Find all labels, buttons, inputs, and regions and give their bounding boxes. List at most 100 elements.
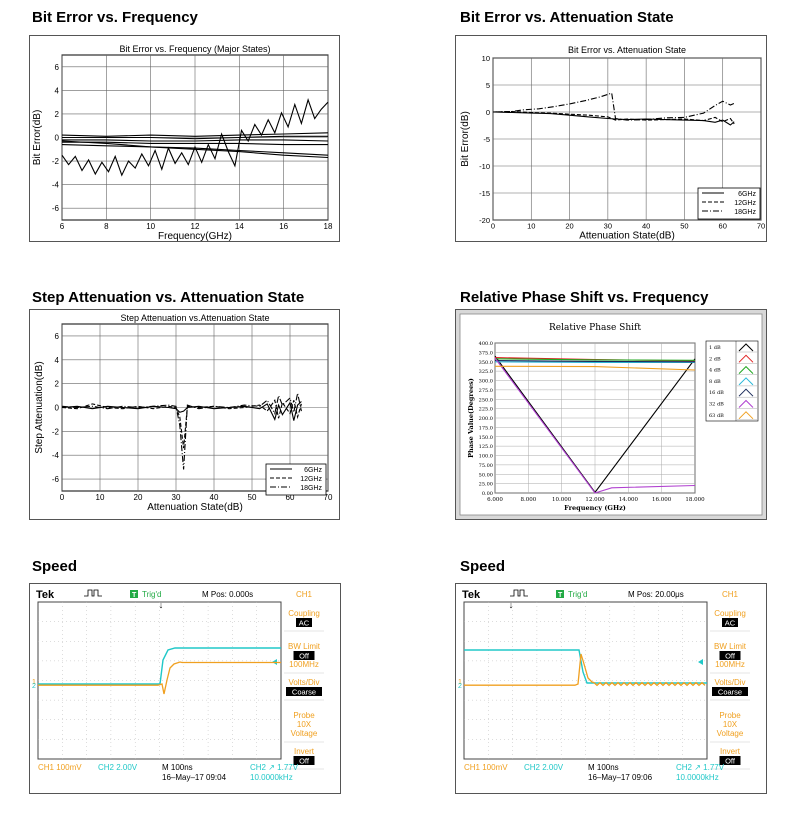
menu-label: BW Limit xyxy=(714,642,747,651)
ch2-waveform xyxy=(38,647,281,685)
legend-label: 1 dB xyxy=(709,345,721,351)
menu-value: Coarse xyxy=(292,688,316,697)
trig-status-text: Trig'd xyxy=(142,590,161,599)
heading-speed-right: Speed xyxy=(460,558,506,575)
y-tick-label: 400.0 xyxy=(479,341,493,347)
date-time-readout: 16–May–17 09:06 xyxy=(588,773,653,782)
ch2-ground-marker: 2 xyxy=(458,683,462,690)
x-axis-label: Attenuation State(dB) xyxy=(579,231,675,242)
menu-value-box xyxy=(719,651,741,660)
y-tick-label: 0 xyxy=(486,108,490,117)
y-tick-label: 175.0 xyxy=(479,425,493,431)
series-line xyxy=(494,361,695,364)
y-tick-label: 4 xyxy=(55,86,60,95)
trigger-level-marker xyxy=(698,659,703,665)
x-tick-label: 70 xyxy=(757,222,765,231)
time-base-readout: M 100ns xyxy=(588,763,619,772)
legend-swatch xyxy=(738,388,754,397)
y-tick-label: 2 xyxy=(55,380,60,389)
chart-step-attenuation-svg: Step Attenuation vs.Attenuation State 0 10… xyxy=(34,313,333,513)
x-axis-label: Frequency (GHz) xyxy=(564,504,626,512)
ch1-ground-marker: 1 xyxy=(458,679,462,686)
chart-bit-error-attenuation: Bit Error vs. Attenuation State 0 10 20 30 40… xyxy=(455,35,767,242)
x-tick-label: 70 xyxy=(324,493,333,502)
menu-label: Volts/Div xyxy=(288,678,319,687)
ch1-waveform xyxy=(38,661,281,695)
chart-step-attenuation: Step Attenuation vs.Attenuation State 0 10… xyxy=(29,309,340,520)
x-axis-label: Frequency(GHz) xyxy=(158,231,232,241)
trig-indicator-icon xyxy=(556,590,564,598)
heading-bit-error-vs-attenuation: Bit Error vs. Attenuation State xyxy=(460,9,674,26)
x-tick-label: 50 xyxy=(248,493,257,502)
series-line xyxy=(62,135,328,140)
y-tick-label: 250.0 xyxy=(479,397,493,403)
y-tick-label: 325.0 xyxy=(479,369,493,375)
heading-bit-error-vs-frequency: Bit Error vs. Frequency xyxy=(32,9,198,26)
y-tick-label: 375.0 xyxy=(479,350,493,356)
y-tick-label: 125.0 xyxy=(479,444,493,450)
legend-label: 6GHz xyxy=(738,191,756,198)
trigger-position-marker: ↓ xyxy=(159,600,164,610)
menu-extra: 100MHz xyxy=(289,660,319,669)
y-tick-label: -6 xyxy=(52,475,60,484)
series-line xyxy=(492,110,735,125)
x-tick-label: 50 xyxy=(680,222,688,231)
x-tick-label: 0 xyxy=(491,222,495,231)
trig-indicator-icon xyxy=(130,590,138,598)
y-tick-label: 100.0 xyxy=(479,454,493,460)
x-tick-label: 40 xyxy=(210,493,219,502)
menu-value: Coarse xyxy=(718,688,742,697)
trigger-level-readout: CH2 ↗ 1.77V xyxy=(250,763,299,772)
m-pos-readout: M Pos: 20.00μs xyxy=(628,590,684,599)
x-tick-label: 0 xyxy=(60,493,65,502)
y-tick-label: -4 xyxy=(52,181,60,190)
legend-label: 8 dB xyxy=(709,379,721,385)
y-tick-label: -4 xyxy=(52,451,60,460)
x-tick-label: 40 xyxy=(642,222,650,231)
menu-value: AC xyxy=(299,619,310,628)
x-tick-label: 10.000 xyxy=(552,497,572,503)
legend-label: 16 dB xyxy=(709,390,724,396)
y-tick-label: -2 xyxy=(52,427,60,436)
y-tick-label: 50.00 xyxy=(479,472,493,478)
x-tick-label: 16 xyxy=(279,222,288,231)
trig-status-text: Trig'd xyxy=(568,590,587,599)
menu-extra: 100MHz xyxy=(715,660,745,669)
heading-step-attenuation: Step Attenuation vs. Attenuation State xyxy=(32,289,305,306)
x-tick-label: 16.000 xyxy=(652,497,672,503)
menu-label: BW Limit xyxy=(288,642,321,651)
chart-relative-phase-shift-svg: Relative Phase Shift 6.000 8.000 10.000 12.0… xyxy=(456,310,766,519)
chart-relative-phase-shift: Relative Phase Shift 6.000 8.000 10.000 12.0… xyxy=(455,309,767,520)
x-tick-label: 30 xyxy=(172,493,181,502)
legend-swatch xyxy=(738,343,754,352)
y-tick-label: 300.0 xyxy=(479,379,493,385)
menu-extra: Voltage xyxy=(717,729,744,738)
series-line xyxy=(61,398,302,449)
ch2-waveform xyxy=(464,649,707,684)
menu-value: Off xyxy=(725,757,736,766)
ch1-scale-readout: CH1 100mV xyxy=(464,763,508,772)
ch1-menu-title: CH1 xyxy=(296,590,313,599)
x-tick-label: 8.000 xyxy=(520,497,536,503)
legend-swatch xyxy=(738,411,754,420)
trig-indicator-letter: T xyxy=(132,592,137,599)
ch1-ground-marker: 1 xyxy=(32,679,36,686)
menu-label: Invert xyxy=(294,747,315,756)
legend-label: 4 dB xyxy=(709,368,721,374)
x-axis-label: Attenuation State(dB) xyxy=(147,502,243,513)
chart-title: Relative Phase Shift xyxy=(549,323,641,333)
x-tick-label: 6 xyxy=(60,222,65,231)
menu-value-box xyxy=(296,618,312,627)
x-tick-label: 20 xyxy=(565,222,573,231)
heading-speed-left: Speed xyxy=(32,558,78,575)
date-time-readout: 16–May–17 09:04 xyxy=(162,773,227,782)
legend-swatch xyxy=(738,354,754,363)
x-tick-label: 60 xyxy=(719,222,727,231)
scope-speed-right: Tek T Trig'd M Pos: 20.00μs CH1 ↓ 1 2 Coupling AC… xyxy=(455,583,767,794)
heading-relative-phase-shift: Relative Phase Shift vs. Frequency xyxy=(460,289,709,306)
y-tick-label: 2 xyxy=(55,110,60,119)
legend-label: 2 dB xyxy=(709,356,721,362)
series-line xyxy=(61,140,329,159)
m-pos-readout: M Pos: 0.000s xyxy=(202,590,253,599)
y-tick-label: 0.00 xyxy=(482,491,493,497)
